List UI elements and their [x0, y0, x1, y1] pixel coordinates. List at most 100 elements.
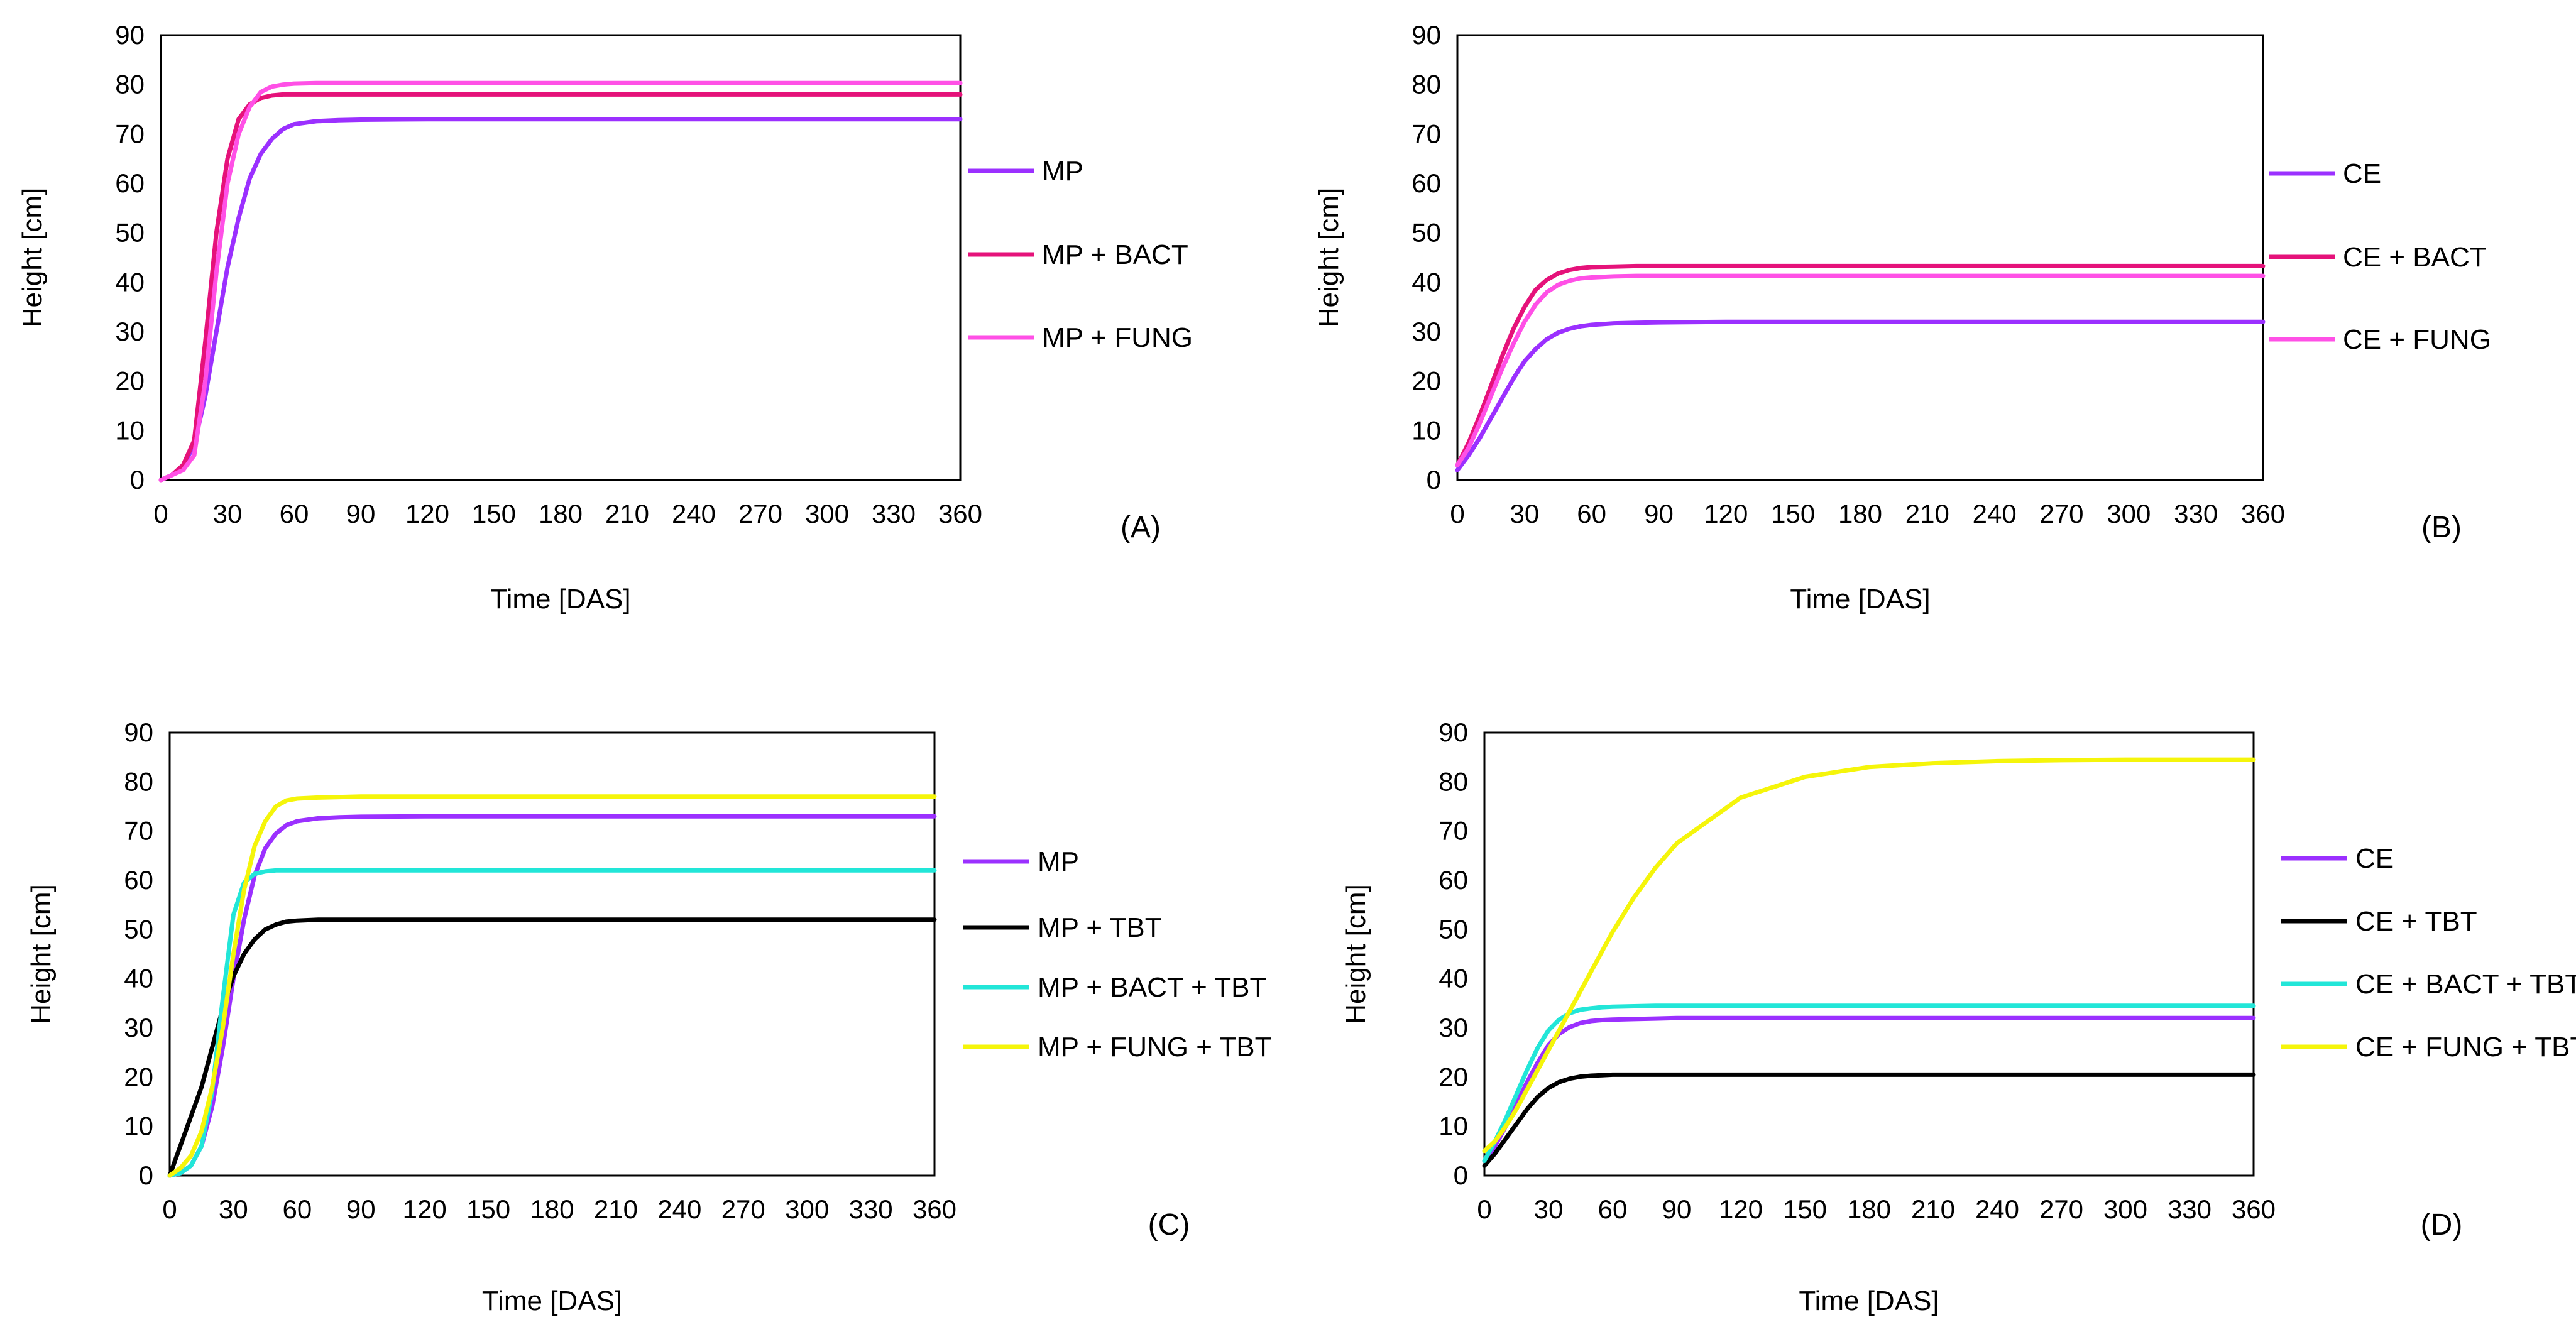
y-tick-label: 80 [1411, 70, 1441, 99]
y-tick-label: 10 [1411, 415, 1441, 445]
series-line [1482, 1072, 2256, 1168]
legend-label: CE [2343, 158, 2381, 189]
y-tick-label: 60 [124, 865, 153, 895]
legend-label: MP [1038, 846, 1079, 877]
series-line [1455, 273, 2266, 467]
legend-label: MP + BACT + TBT [1038, 972, 1266, 1003]
x-tick-label: 180 [1838, 499, 1882, 528]
x-tick-label: 0 [162, 1194, 177, 1224]
y-tick-label: 50 [124, 914, 153, 944]
y-tick-label: 60 [1439, 865, 1468, 895]
y-tick-label: 0 [130, 465, 145, 494]
x-tick-label: 90 [346, 499, 376, 528]
y-tick-label: 10 [1439, 1111, 1468, 1141]
y-tick-label: 90 [1411, 20, 1441, 50]
y-tick-label: 90 [1439, 718, 1468, 747]
y-tick-label: 40 [1439, 964, 1468, 993]
x-tick-label: 60 [1598, 1194, 1628, 1224]
x-tick-label: 360 [2241, 499, 2285, 528]
series-line [1482, 1015, 2256, 1163]
plot-frame [1456, 34, 2264, 481]
panel-label: (C) [1148, 1208, 1190, 1242]
x-tick-label: 240 [657, 1194, 701, 1224]
x-tick-label: 30 [1510, 499, 1539, 528]
y-tick-label: 20 [1439, 1062, 1468, 1091]
y-tick-label: 30 [115, 317, 145, 346]
y-tick-label: 30 [124, 1013, 153, 1042]
x-tick-label: 60 [1577, 499, 1606, 528]
x-tick-label: 270 [2039, 1194, 2083, 1224]
x-axis-title: Time [DAS] [1799, 1286, 1939, 1316]
x-tick-label: 120 [1719, 1194, 1763, 1224]
x-tick-label: 60 [282, 1194, 312, 1224]
y-tick-label: 40 [1411, 267, 1441, 297]
x-tick-label: 180 [539, 499, 583, 528]
x-tick-label: 300 [805, 499, 849, 528]
panel-label: (D) [2421, 1208, 2463, 1242]
y-tick-label: 90 [115, 20, 145, 50]
series-line [1455, 263, 2266, 467]
panel-label: (A) [1121, 511, 1161, 544]
y-tick-label: 80 [1439, 767, 1468, 796]
y-tick-label: 10 [115, 415, 145, 445]
series-line [167, 917, 937, 1178]
y-tick-label: 20 [124, 1062, 153, 1091]
x-tick-label: 300 [2107, 499, 2151, 528]
y-tick-label: 0 [139, 1160, 153, 1190]
x-tick-label: 120 [405, 499, 449, 528]
y-axis-title: Height [cm] [26, 884, 57, 1024]
x-tick-label: 0 [1450, 499, 1464, 528]
y-tick-label: 60 [1411, 168, 1441, 198]
series-line [158, 117, 963, 483]
legend-label: MP [1042, 156, 1083, 187]
legend-label: CE + BACT [2343, 242, 2487, 273]
series-line [167, 814, 937, 1178]
x-tick-label: 330 [849, 1194, 893, 1224]
x-tick-label: 240 [1975, 1194, 2019, 1224]
y-axis-title: Height [cm] [1313, 188, 1344, 328]
series-line [1482, 1003, 2256, 1163]
series-line [158, 80, 963, 483]
plot-frame [160, 34, 962, 481]
y-tick-label: 70 [1411, 119, 1441, 148]
y-tick-label: 70 [115, 119, 145, 148]
x-tick-label: 90 [346, 1194, 376, 1224]
y-tick-label: 10 [124, 1111, 153, 1141]
y-tick-label: 20 [115, 366, 145, 396]
x-tick-label: 210 [594, 1194, 638, 1224]
x-tick-label: 90 [1644, 499, 1674, 528]
x-tick-label: 60 [280, 499, 309, 528]
x-tick-label: 240 [1973, 499, 2017, 528]
legend-label: CE + FUNG + TBT [2355, 1032, 2576, 1062]
legend-label: MP + FUNG + TBT [1038, 1032, 1271, 1062]
legend-label: CE + BACT + TBT [2355, 969, 2576, 1000]
x-tick-label: 360 [2232, 1194, 2276, 1224]
y-tick-label: 50 [115, 218, 145, 248]
series-line [158, 92, 963, 483]
chart-panel: 0 10 20 30 40 50 60 70 80 90 0 30 60 90 120 150 180 210 24… [17, 20, 1193, 614]
x-axis-title: Time [DAS] [1790, 584, 1930, 614]
x-tick-label: 30 [219, 1194, 248, 1224]
x-tick-label: 270 [721, 1194, 765, 1224]
x-tick-label: 210 [1911, 1194, 1955, 1224]
legend-label: MP + FUNG [1042, 322, 1193, 353]
x-tick-label: 150 [472, 499, 516, 528]
x-tick-label: 120 [1704, 499, 1748, 528]
x-axis-title: Time [DAS] [482, 1286, 622, 1316]
x-tick-label: 330 [2168, 1194, 2212, 1224]
x-tick-label: 270 [738, 499, 782, 528]
x-axis-title: Time [DAS] [490, 584, 630, 614]
y-axis-title: Height [cm] [1340, 884, 1371, 1024]
y-tick-label: 30 [1439, 1013, 1468, 1042]
series-line [167, 794, 937, 1178]
x-tick-label: 30 [1534, 1194, 1564, 1224]
legend-label: MP + TBT [1038, 912, 1162, 943]
series-line [1482, 757, 2256, 1154]
x-tick-label: 270 [2039, 499, 2083, 528]
y-tick-label: 70 [1439, 816, 1468, 846]
y-tick-label: 90 [124, 718, 153, 747]
x-tick-label: 360 [913, 1194, 956, 1224]
x-tick-label: 300 [2103, 1194, 2147, 1224]
x-tick-label: 180 [530, 1194, 574, 1224]
legend-label: CE + TBT [2355, 906, 2477, 937]
